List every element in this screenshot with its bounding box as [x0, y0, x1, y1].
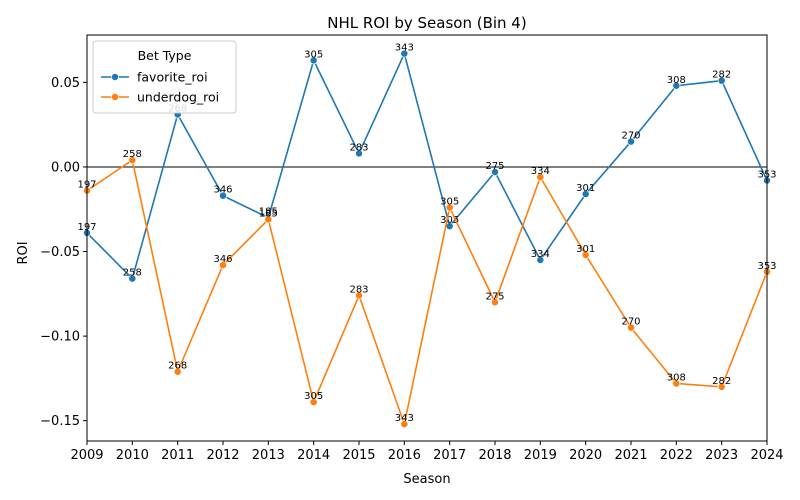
data-point-underdog_roi-2022	[672, 379, 681, 388]
point-label-underdog_roi-2016: 343	[395, 413, 414, 424]
legend-label-underdog_roi: underdog_roi	[137, 90, 219, 105]
data-point-favorite_roi-2016	[400, 49, 409, 58]
data-point-favorite_roi-2023	[717, 76, 726, 85]
x-tick-label: 2015	[342, 448, 375, 463]
x-tick-label: 2023	[705, 448, 738, 463]
chart-title: NHL ROI by Season (Bin 4)	[327, 14, 526, 32]
point-label-favorite_roi-2018: 275	[485, 161, 504, 172]
series-line-favorite_roi	[86, 51, 768, 281]
data-point-underdog_roi-2010	[128, 156, 137, 165]
point-label-favorite_roi-2022: 308	[667, 75, 686, 86]
data-point-underdog_roi-2016	[400, 420, 409, 429]
point-label-underdog_roi-2017: 305	[440, 197, 459, 208]
point-label-favorite_roi-2010: 258	[123, 268, 142, 279]
legend-box	[92, 40, 237, 114]
point-label-favorite_roi-2012: 346	[213, 185, 232, 196]
data-point-favorite_roi-2014	[309, 56, 318, 65]
y-axis-title: ROI	[16, 241, 31, 264]
data-point-underdog_roi-2012	[219, 261, 227, 270]
point-label-favorite_roi-2013: 185	[259, 207, 278, 218]
data-point-favorite_roi-2012	[219, 191, 227, 200]
x-tick-label: 2022	[660, 448, 693, 463]
data-point-favorite_roi-2018	[491, 168, 499, 176]
point-label-favorite_roi-2014: 305	[304, 49, 323, 60]
point-label-underdog_roi-2013: 185	[259, 208, 278, 219]
x-tick-label: 2024	[750, 448, 783, 463]
data-point-favorite_roi-2022	[672, 81, 681, 90]
point-label-underdog_roi-2010: 258	[123, 149, 142, 160]
y-tick-label: 0.05	[51, 76, 80, 91]
point-label-favorite_roi-2020: 301	[576, 183, 595, 194]
x-tick-label: 2014	[297, 448, 330, 463]
data-point-underdog_roi-2011	[173, 367, 182, 376]
data-point-favorite_roi-2020	[581, 190, 590, 198]
x-tick-label: 2018	[478, 448, 511, 463]
data-point-favorite_roi-2021	[627, 137, 635, 146]
point-label-favorite_roi-2021: 270	[621, 131, 640, 142]
legend-label-favorite_roi: favorite_roi	[137, 70, 208, 85]
data-point-underdog_roi-2021	[627, 323, 635, 332]
y-tick-label: −0.15	[40, 414, 80, 429]
y-tick-label: −0.05	[40, 245, 80, 260]
legend-title: Bet Type	[138, 48, 192, 63]
data-point-underdog_roi-2017	[445, 203, 454, 212]
legend-swatch-marker-favorite_roi	[111, 73, 119, 81]
point-label-underdog_roi-2023: 282	[712, 376, 731, 387]
data-point-favorite_roi-2019	[536, 256, 545, 264]
point-label-underdog_roi-2019: 334	[531, 166, 550, 177]
x-tick-label: 2019	[524, 448, 557, 463]
x-tick-label: 2012	[206, 448, 239, 463]
point-label-underdog_roi-2021: 270	[621, 317, 640, 328]
point-label-favorite_roi-2017: 305	[440, 215, 459, 226]
legend-swatch-marker-underdog_roi	[111, 93, 119, 101]
x-tick-label: 2016	[388, 448, 421, 463]
data-point-underdog_roi-2019	[536, 173, 545, 182]
data-point-favorite_roi-2015	[355, 149, 363, 158]
data-point-favorite_roi-2010	[128, 274, 137, 283]
point-label-underdog_roi-2020: 301	[576, 244, 595, 255]
y-tick-label: 0.00	[51, 160, 80, 175]
x-tick-label: 2011	[161, 448, 194, 463]
x-axis-title: Season	[403, 472, 450, 487]
point-label-underdog_roi-2011: 268	[168, 361, 187, 372]
point-label-underdog_roi-2014: 305	[304, 391, 323, 402]
x-tick-label: 2021	[614, 448, 647, 463]
x-tick-label: 2020	[569, 448, 602, 463]
point-label-underdog_roi-2018: 275	[485, 291, 504, 302]
plot-frame	[86, 34, 768, 442]
point-label-favorite_roi-2015: 283	[349, 142, 368, 153]
data-point-underdog_roi-2020	[581, 250, 590, 259]
point-label-underdog_roi-2022: 308	[667, 372, 686, 383]
legend: Bet Type favorite_roi underdog_roi	[92, 40, 237, 114]
point-label-favorite_roi-2019: 334	[531, 249, 550, 260]
data-point-underdog_roi-2014	[309, 398, 318, 407]
y-tick-label: −0.10	[40, 330, 80, 345]
data-point-underdog_roi-2018	[491, 298, 499, 307]
point-label-underdog_roi-2015: 283	[349, 285, 368, 296]
data-point-underdog_roi-2023	[717, 382, 726, 391]
axes: 2009 2010 2011 2012 2013 2014 2015 2016 2017 2018…	[40, 76, 783, 463]
data-point-underdog_roi-2013	[264, 215, 273, 224]
series-line-underdog_roi	[86, 158, 768, 428]
point-label-underdog_roi-2012: 346	[213, 254, 232, 265]
point-label-favorite_roi-2016: 343	[395, 43, 414, 54]
x-tick-label: 2017	[433, 448, 466, 463]
x-tick-label: 2013	[252, 448, 285, 463]
x-tick-label: 2009	[70, 448, 103, 463]
point-label-favorite_roi-2023: 282	[712, 70, 731, 81]
x-tick-label: 2010	[116, 448, 149, 463]
data-point-underdog_roi-2015	[355, 291, 363, 300]
